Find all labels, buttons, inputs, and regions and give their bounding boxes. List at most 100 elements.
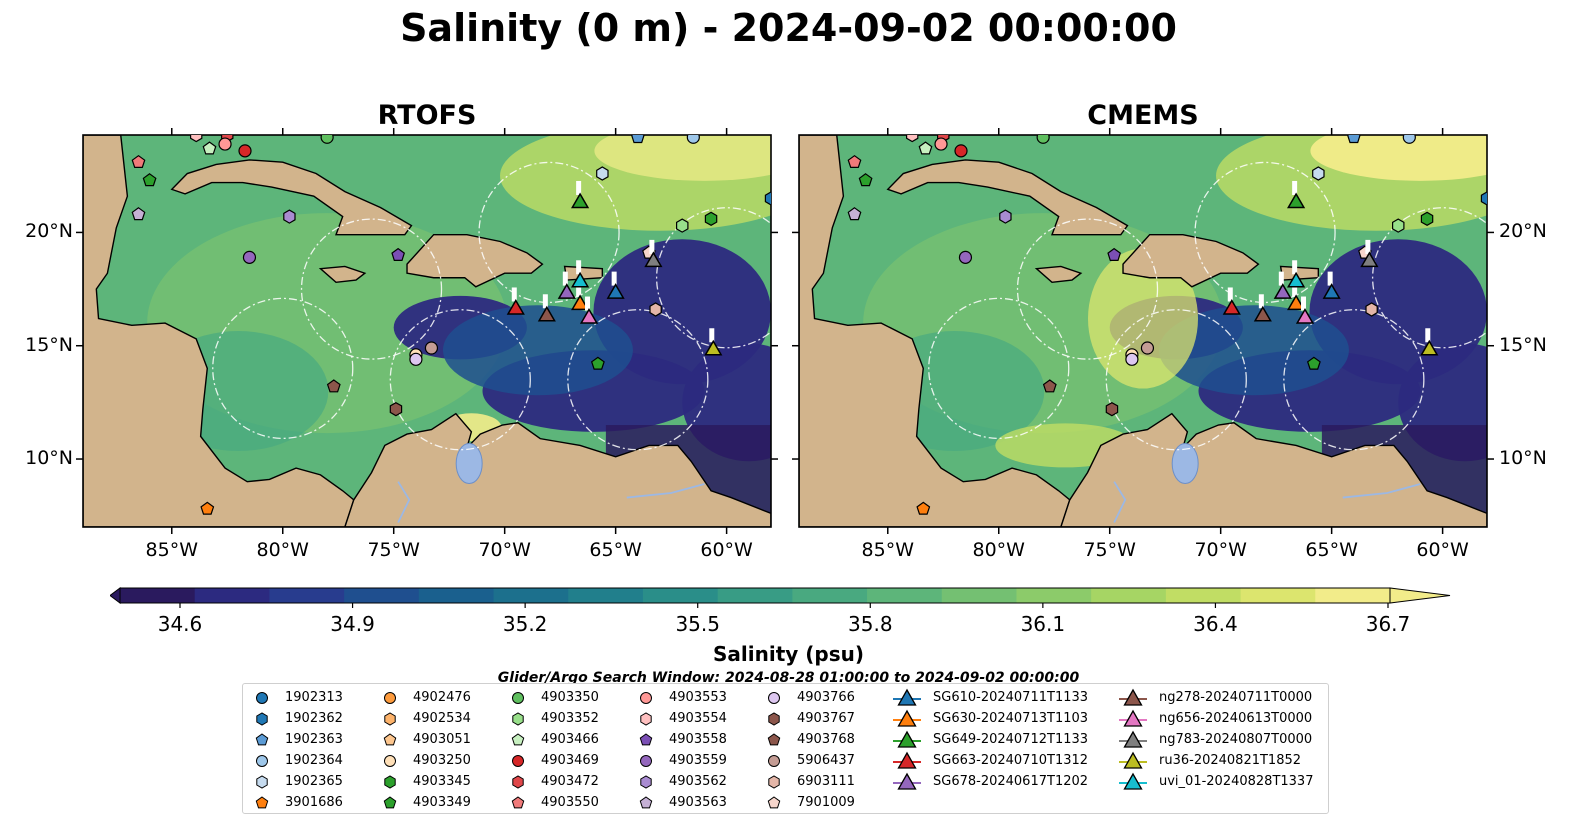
argo-marker-4903466 bbox=[202, 141, 217, 155]
colorbar-swatch bbox=[1165, 588, 1242, 603]
legend-item-argo: 1902362 bbox=[255, 709, 465, 729]
legend-item-glider: SG663-20240710T1312 bbox=[893, 751, 1103, 771]
argo-marker-1902363 bbox=[1346, 135, 1361, 144]
lon-tick-label: 80°W bbox=[972, 539, 1025, 561]
lat-tick-label-right: 10°N bbox=[1499, 447, 1547, 470]
glider-marker-uvi_01-20240828T1337 bbox=[1287, 271, 1306, 288]
legend-label: uvi_01-20240828T1337 bbox=[1159, 774, 1314, 789]
argo-marker-4903554 bbox=[190, 135, 203, 143]
legend-label: 1902313 bbox=[285, 690, 343, 705]
legend-label: 6903111 bbox=[797, 774, 855, 789]
argo-marker-6903111 bbox=[649, 302, 662, 317]
glider-marker-icon bbox=[893, 730, 921, 748]
legend-label: 4902476 bbox=[413, 690, 471, 705]
argo-marker-4903350 bbox=[320, 135, 334, 144]
colorbar-swatch bbox=[867, 588, 943, 603]
map-panel-rtofs bbox=[76, 128, 778, 534]
argo-marker-icon bbox=[512, 775, 524, 789]
legend-item-glider: ng278-20240711T0000 bbox=[1119, 688, 1329, 708]
argo-marker-icon bbox=[511, 796, 525, 809]
map-panel-cmems bbox=[792, 128, 1494, 534]
colorbar-min-arrow bbox=[110, 587, 121, 604]
glider-marker-ng278-20240711T0000 bbox=[1253, 305, 1272, 322]
glider-marker-icon bbox=[1119, 751, 1147, 769]
argo-marker-1902362 bbox=[764, 191, 771, 206]
argo-marker-icon bbox=[640, 755, 652, 767]
legend-label: ng656-20240613T0000 bbox=[1159, 711, 1313, 726]
glider-marker-SG663-20240710T1312 bbox=[1222, 299, 1241, 315]
argo-marker-4903553 bbox=[934, 137, 948, 151]
legend-item-argo: 4903553 bbox=[639, 688, 849, 708]
legend: 1902313 1902362 1902363 1902364 1902365 39016… bbox=[242, 683, 1329, 814]
argo-marker-4903345 bbox=[1420, 211, 1434, 226]
legend-label: 4903562 bbox=[669, 774, 727, 789]
argo-marker-icon bbox=[255, 733, 269, 746]
argo-marker-icon bbox=[768, 712, 780, 726]
argo-marker-4903767 bbox=[389, 402, 403, 417]
colorbar-tick-label: 35.8 bbox=[848, 612, 893, 636]
argo-marker-icon bbox=[640, 692, 652, 704]
legend-label: 4903563 bbox=[669, 795, 727, 810]
argo-marker-icon bbox=[256, 712, 268, 726]
legend-label: 4903768 bbox=[797, 732, 855, 747]
legend-label: ng278-20240711T0000 bbox=[1159, 690, 1313, 705]
figure-title: Salinity (0 m) - 2024-09-02 00:00:00 bbox=[400, 6, 1177, 50]
legend-item-glider: SG610-20240711T1133 bbox=[893, 688, 1103, 708]
lat-tick-label-left: 20°N bbox=[25, 220, 73, 243]
argo-marker-4903349 bbox=[1306, 356, 1321, 370]
lon-tick-label: 85°W bbox=[861, 539, 914, 561]
colorbar-swatch bbox=[269, 588, 345, 603]
legend-label: SG663-20240710T1312 bbox=[933, 753, 1089, 768]
argo-marker-4903350 bbox=[1036, 135, 1050, 144]
argo-marker-icon bbox=[384, 775, 396, 789]
argo-marker-icon bbox=[768, 755, 780, 767]
glider-marker-ng656-20240613T0000 bbox=[579, 308, 599, 324]
argo-marker-4903550 bbox=[847, 154, 862, 168]
legend-label: 4903466 bbox=[541, 732, 599, 747]
argo-marker-icon bbox=[640, 775, 652, 789]
argo-marker-4903558 bbox=[391, 247, 406, 261]
legend-label: 4903349 bbox=[413, 795, 471, 810]
argo-marker-4903469 bbox=[954, 144, 968, 158]
legend-item-argo: 4902476 bbox=[383, 688, 593, 708]
argo-marker-1902365 bbox=[596, 166, 609, 181]
argo-marker-icon bbox=[767, 733, 781, 746]
legend-item-argo: 4903563 bbox=[639, 793, 849, 813]
argo-marker-icon bbox=[639, 796, 653, 809]
colorbar-swatch bbox=[1091, 588, 1167, 603]
glider-marker-ru36-20240821T1852 bbox=[704, 339, 723, 356]
argo-marker-4903558 bbox=[1107, 247, 1122, 261]
glider-marker-SG649-20240712T1133 bbox=[1287, 192, 1306, 209]
legend-label: 4903558 bbox=[669, 732, 727, 747]
glider-marker-SG610-20240711T1133 bbox=[1322, 283, 1341, 299]
colorbar-swatch bbox=[1315, 588, 1391, 603]
glider-marker-SG678-20240617T1202 bbox=[1273, 283, 1292, 299]
legend-label: 4903553 bbox=[669, 690, 727, 705]
legend-item-argo: 1902363 bbox=[255, 730, 465, 750]
lat-tick-label-left: 10°N bbox=[25, 447, 73, 470]
lon-tick-label: 70°W bbox=[1194, 539, 1247, 561]
argo-marker-5906437 bbox=[424, 341, 439, 355]
legend-item-argo: 4903766 bbox=[767, 688, 977, 708]
argo-marker-icon bbox=[256, 755, 268, 767]
legend-item-glider: SG630-20240713T1103 bbox=[893, 709, 1103, 729]
lon-tick-label: 85°W bbox=[145, 539, 198, 561]
lat-tick-label-right: 15°N bbox=[1499, 333, 1547, 356]
argo-marker-3901686 bbox=[200, 501, 215, 515]
colorbar-swatch bbox=[717, 588, 793, 603]
argo-marker-4903559 bbox=[242, 250, 257, 264]
legend-item-argo: 4903472 bbox=[511, 772, 721, 792]
argo-marker-1902363 bbox=[630, 135, 645, 144]
legend-label: 1902365 bbox=[285, 774, 343, 789]
legend-item-argo: 3901686 bbox=[255, 793, 465, 813]
argo-marker-icon bbox=[256, 775, 268, 789]
panel-title-cmems: CMEMS bbox=[1087, 100, 1199, 131]
legend-item-argo: 4903554 bbox=[639, 709, 849, 729]
lon-tick-label: 60°W bbox=[700, 539, 753, 561]
argo-marker-icon bbox=[512, 755, 524, 767]
colorbar-swatch bbox=[418, 588, 495, 603]
colorbar-swatch bbox=[1016, 588, 1092, 603]
legend-item-glider: ng783-20240807T0000 bbox=[1119, 730, 1329, 750]
glider-marker-icon bbox=[893, 688, 921, 706]
argo-marker-icon bbox=[768, 775, 780, 789]
